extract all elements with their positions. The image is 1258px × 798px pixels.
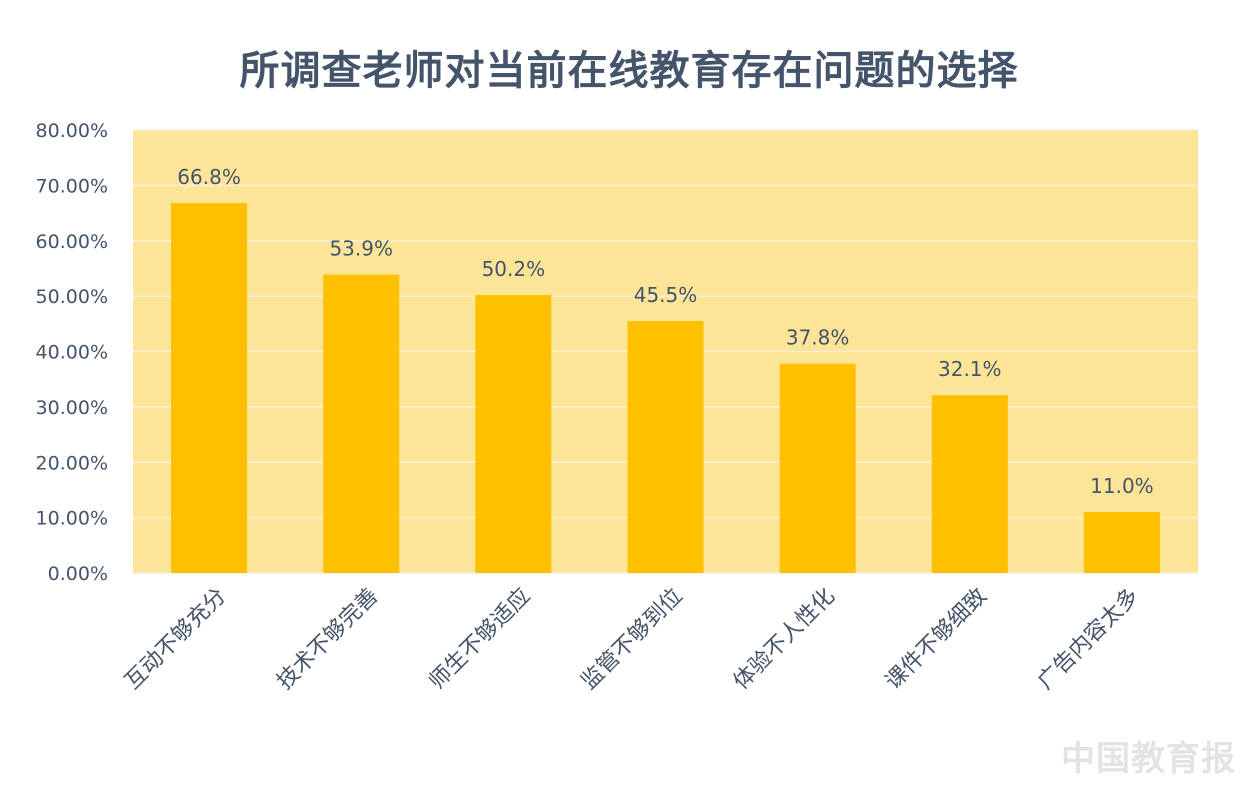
y-tick-label: 60.00% <box>36 231 108 253</box>
data-label: 45.5% <box>634 283 698 307</box>
y-tick-label: 80.00% <box>36 120 108 142</box>
bar <box>931 395 1008 573</box>
data-label: 11.0% <box>1090 474 1154 498</box>
bar <box>323 274 400 573</box>
y-tick-label: 20.00% <box>36 452 108 474</box>
y-tick-label: 40.00% <box>36 342 108 364</box>
category-label: 监管不够到位 <box>577 584 688 695</box>
y-tick-label: 0.00% <box>48 563 108 585</box>
y-tick-label: 70.00% <box>36 175 108 197</box>
x-axis-categories: 互动不够充分 技术不够完善 师生不够适应 监管不够到位 体验不人性化 课件不够细致 广告内容… <box>120 584 1144 695</box>
y-tick-label: 50.00% <box>36 286 108 308</box>
bar <box>779 363 856 573</box>
data-label: 32.1% <box>938 357 1002 381</box>
y-tick-label: 10.00% <box>36 508 108 530</box>
bar <box>627 321 704 573</box>
y-tick-label: 30.00% <box>36 397 108 419</box>
bars <box>171 203 1160 573</box>
category-label: 体验不人性化 <box>729 584 840 695</box>
data-labels: 66.8% 53.9% 50.2% 45.5% 37.8% 32.1% 11.0% <box>177 165 1153 498</box>
category-label: 技术不够完善 <box>272 584 383 695</box>
bar <box>1083 512 1160 573</box>
bar <box>171 203 248 573</box>
data-label: 50.2% <box>482 257 546 281</box>
category-label: 师生不够适应 <box>425 584 536 695</box>
data-label: 53.9% <box>329 237 393 261</box>
bar <box>475 295 552 573</box>
category-label: 互动不够充分 <box>120 584 231 695</box>
y-axis-ticks: 0.00% 10.00% 20.00% 30.00% 40.00% 50.00% 60.00… <box>36 120 108 585</box>
category-label: 课件不够细致 <box>881 584 992 695</box>
category-label: 广告内容太多 <box>1033 584 1144 695</box>
data-label: 66.8% <box>177 165 241 189</box>
chart-title: 所调查老师对当前在线教育存在问题的选择 <box>239 48 1019 94</box>
data-label: 37.8% <box>786 326 850 350</box>
watermark-logo: 中国教育报 <box>1061 739 1236 779</box>
